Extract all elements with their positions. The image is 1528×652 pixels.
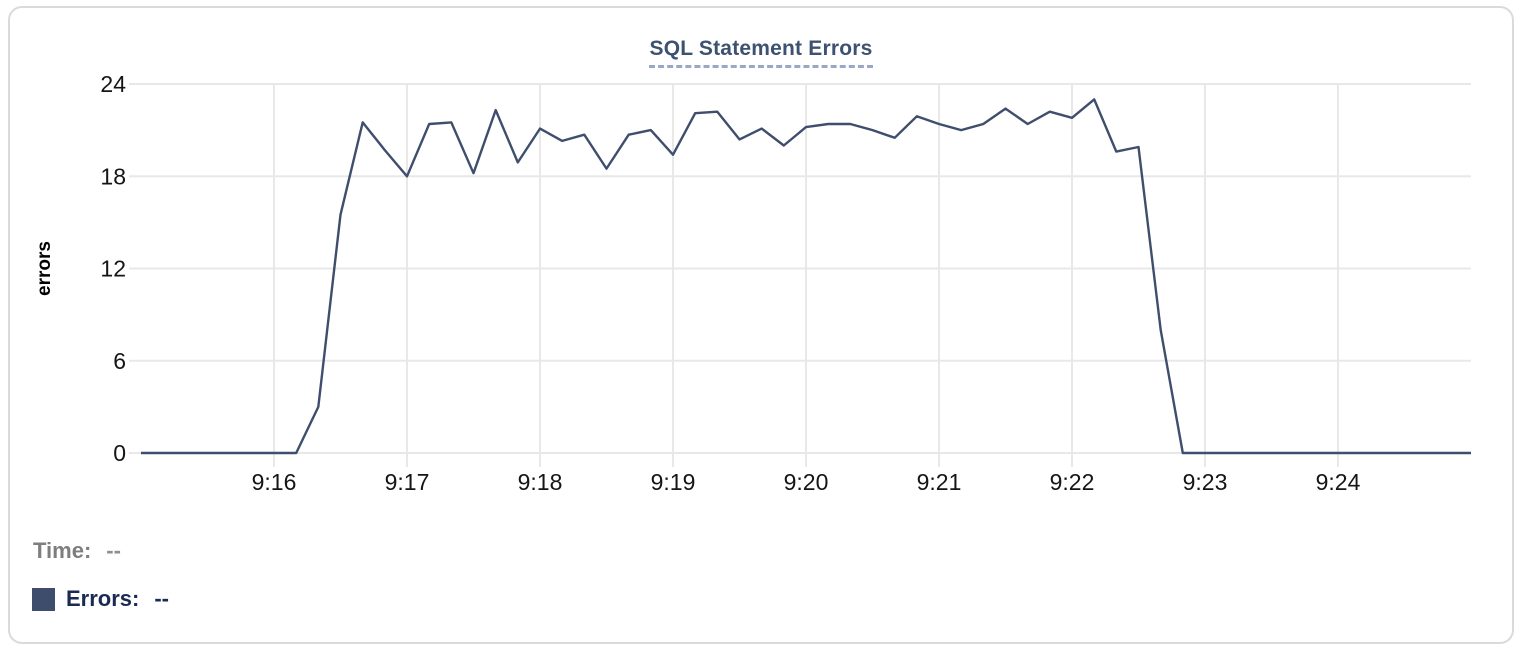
x-tick-label: 9:23 bbox=[1183, 469, 1228, 495]
x-tick-label: 9:19 bbox=[651, 469, 696, 495]
errors-series-swatch bbox=[32, 587, 55, 611]
tooltip-time-row: Time: -- bbox=[33, 538, 121, 564]
x-tick-label: 9:21 bbox=[917, 469, 962, 495]
x-tick-label: 9:24 bbox=[1316, 469, 1361, 495]
x-tick-label: 9:17 bbox=[385, 469, 430, 495]
x-tick-label: 9:22 bbox=[1050, 469, 1095, 495]
x-tick-label: 9:18 bbox=[518, 469, 563, 495]
chart-header: SQL Statement Errors bbox=[10, 37, 1512, 68]
time-value: -- bbox=[106, 538, 121, 563]
x-tick-label: 9:16 bbox=[252, 469, 297, 495]
errors-value: -- bbox=[154, 586, 170, 611]
errors-series-line bbox=[141, 98, 1471, 455]
time-label: Time: bbox=[33, 538, 92, 563]
tooltip-errors-row: Errors: -- bbox=[32, 586, 169, 612]
chart-card: SQL Statement Errors bbox=[8, 6, 1514, 644]
y-tick-label: 0 bbox=[113, 440, 126, 466]
y-tick-label: 18 bbox=[100, 163, 126, 189]
errors-label: Errors: bbox=[66, 586, 140, 611]
y-tick-label: 12 bbox=[100, 256, 126, 282]
y-axis-label: errors bbox=[34, 241, 55, 296]
chart-title-link[interactable]: SQL Statement Errors bbox=[649, 37, 873, 68]
y-tick-label: 24 bbox=[100, 71, 126, 97]
y-tick-label: 6 bbox=[113, 348, 126, 374]
x-tick-label: 9:20 bbox=[784, 469, 829, 495]
